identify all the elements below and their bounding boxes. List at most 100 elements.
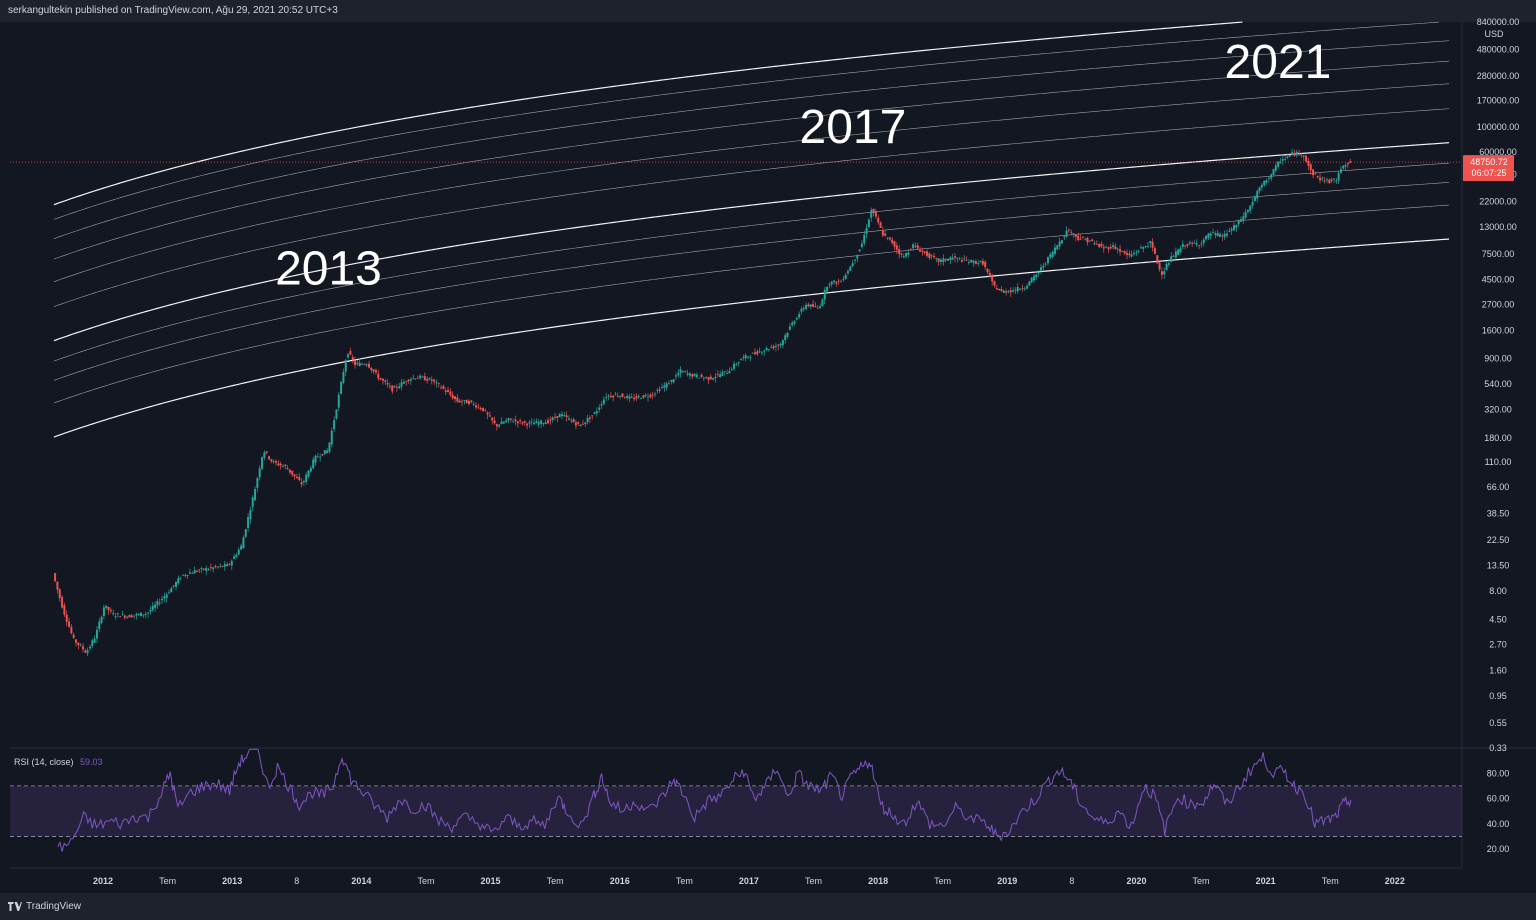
candle-body xyxy=(165,594,168,599)
candle-body xyxy=(1328,179,1331,184)
growth-curve-5 xyxy=(53,108,1450,307)
candle-body xyxy=(944,258,947,261)
candle-body xyxy=(584,422,587,424)
candle-body xyxy=(216,566,219,568)
candle-body xyxy=(533,423,536,425)
candle-body xyxy=(242,537,245,549)
chart-svg[interactable]: 840000.00480000.00280000.00170000.001000… xyxy=(0,0,1536,893)
growth-curve-7 xyxy=(53,162,1450,362)
candle-body xyxy=(935,258,938,259)
candle-body xyxy=(337,394,340,408)
candle-body xyxy=(619,396,622,397)
time-tick-label: 2012 xyxy=(93,876,113,886)
candle-body xyxy=(660,387,663,389)
candle-body xyxy=(314,455,317,463)
candle-body xyxy=(263,452,266,458)
candle-body xyxy=(277,463,280,466)
candle-body xyxy=(635,396,638,399)
candle-body xyxy=(170,588,173,593)
candle-body xyxy=(512,421,515,423)
candle-body xyxy=(535,421,538,424)
candle-body xyxy=(1107,247,1110,250)
candle-body xyxy=(540,420,543,424)
candle-body xyxy=(1191,243,1194,244)
candle-body xyxy=(200,568,203,569)
candle-body xyxy=(763,350,766,352)
candle-body xyxy=(98,621,101,630)
candle-body xyxy=(837,280,840,282)
candle-body xyxy=(249,510,252,520)
candle-body xyxy=(268,456,271,460)
candle-body xyxy=(777,344,780,346)
candle-body xyxy=(819,306,822,308)
candle-body xyxy=(1084,239,1087,241)
candle-body xyxy=(370,367,373,371)
candle-body xyxy=(500,421,503,425)
candle-body xyxy=(307,470,310,477)
candle-body xyxy=(1067,229,1070,231)
candle-body xyxy=(391,385,394,392)
candle-body xyxy=(1105,246,1108,248)
candle-body xyxy=(226,564,229,567)
candle-body xyxy=(491,417,494,421)
candle-body xyxy=(1056,245,1059,250)
rsi-band-fill xyxy=(10,785,1462,837)
candle-body xyxy=(386,383,389,385)
candle-body xyxy=(1116,248,1119,250)
candle-body xyxy=(135,613,138,616)
candle-body xyxy=(870,210,873,218)
candle-body xyxy=(1093,243,1096,245)
candle-body xyxy=(791,322,794,326)
candle-body xyxy=(377,373,380,379)
rsi-line xyxy=(57,748,1352,852)
candle-body xyxy=(1339,169,1342,173)
candle-body xyxy=(1016,287,1019,292)
candle-body xyxy=(940,259,943,262)
candle-body xyxy=(181,574,184,576)
candle-body xyxy=(865,228,868,234)
candle-body xyxy=(977,263,980,264)
candle-body xyxy=(495,424,498,427)
candle-body xyxy=(126,616,129,618)
candle-body xyxy=(121,614,124,616)
price-tick-label: 170000.00 xyxy=(1477,96,1520,106)
rsi-name[interactable]: RSI (14, close) xyxy=(14,757,74,767)
candle-body xyxy=(1074,234,1077,237)
time-tick-label: 8 xyxy=(294,876,299,886)
candle-body xyxy=(281,465,284,467)
candle-body xyxy=(1321,178,1324,180)
candle-body xyxy=(305,474,308,482)
symbol-name[interactable]: Bitcoin / Dolar, 1H, BITSTAMP xyxy=(14,28,136,38)
candle-body xyxy=(630,397,633,398)
candle-body xyxy=(1295,151,1298,156)
candle-body xyxy=(1181,244,1184,248)
indicator-name[interactable]: Bitcoin Log Growth Curves (Dark, Y, Y, 1… xyxy=(14,42,352,52)
time-tick-label: Tem xyxy=(1322,876,1339,886)
growth-curve-6 xyxy=(53,142,1450,342)
candle-body xyxy=(1039,267,1042,271)
candle-body xyxy=(1049,254,1052,258)
candle-body xyxy=(295,476,298,479)
footer-brand[interactable]: TradingView xyxy=(26,901,82,912)
price-tick-label: 480000.00 xyxy=(1477,45,1520,55)
candle-body xyxy=(547,420,550,424)
candle-body xyxy=(774,346,777,348)
countdown-label: 06:07:25 xyxy=(1471,168,1506,178)
rsi-legend: RSI (14, close) 59.03 xyxy=(14,757,107,767)
candle-body xyxy=(323,450,326,455)
candle-body xyxy=(809,304,812,307)
candle-body xyxy=(588,417,591,419)
price-tick-label: 0.55 xyxy=(1489,718,1507,728)
candle-body xyxy=(470,400,473,403)
candle-body xyxy=(1237,220,1240,225)
candle-body xyxy=(891,239,894,244)
candle-body xyxy=(251,497,254,507)
candle-body xyxy=(988,272,991,277)
candle-body xyxy=(919,250,922,252)
price-tick-label: 280000.00 xyxy=(1477,71,1520,81)
price-tick-label: 1600.00 xyxy=(1482,325,1515,335)
candle-body xyxy=(916,245,919,249)
candle-body xyxy=(807,304,810,307)
candle-body xyxy=(147,612,150,614)
candle-body xyxy=(93,638,96,643)
